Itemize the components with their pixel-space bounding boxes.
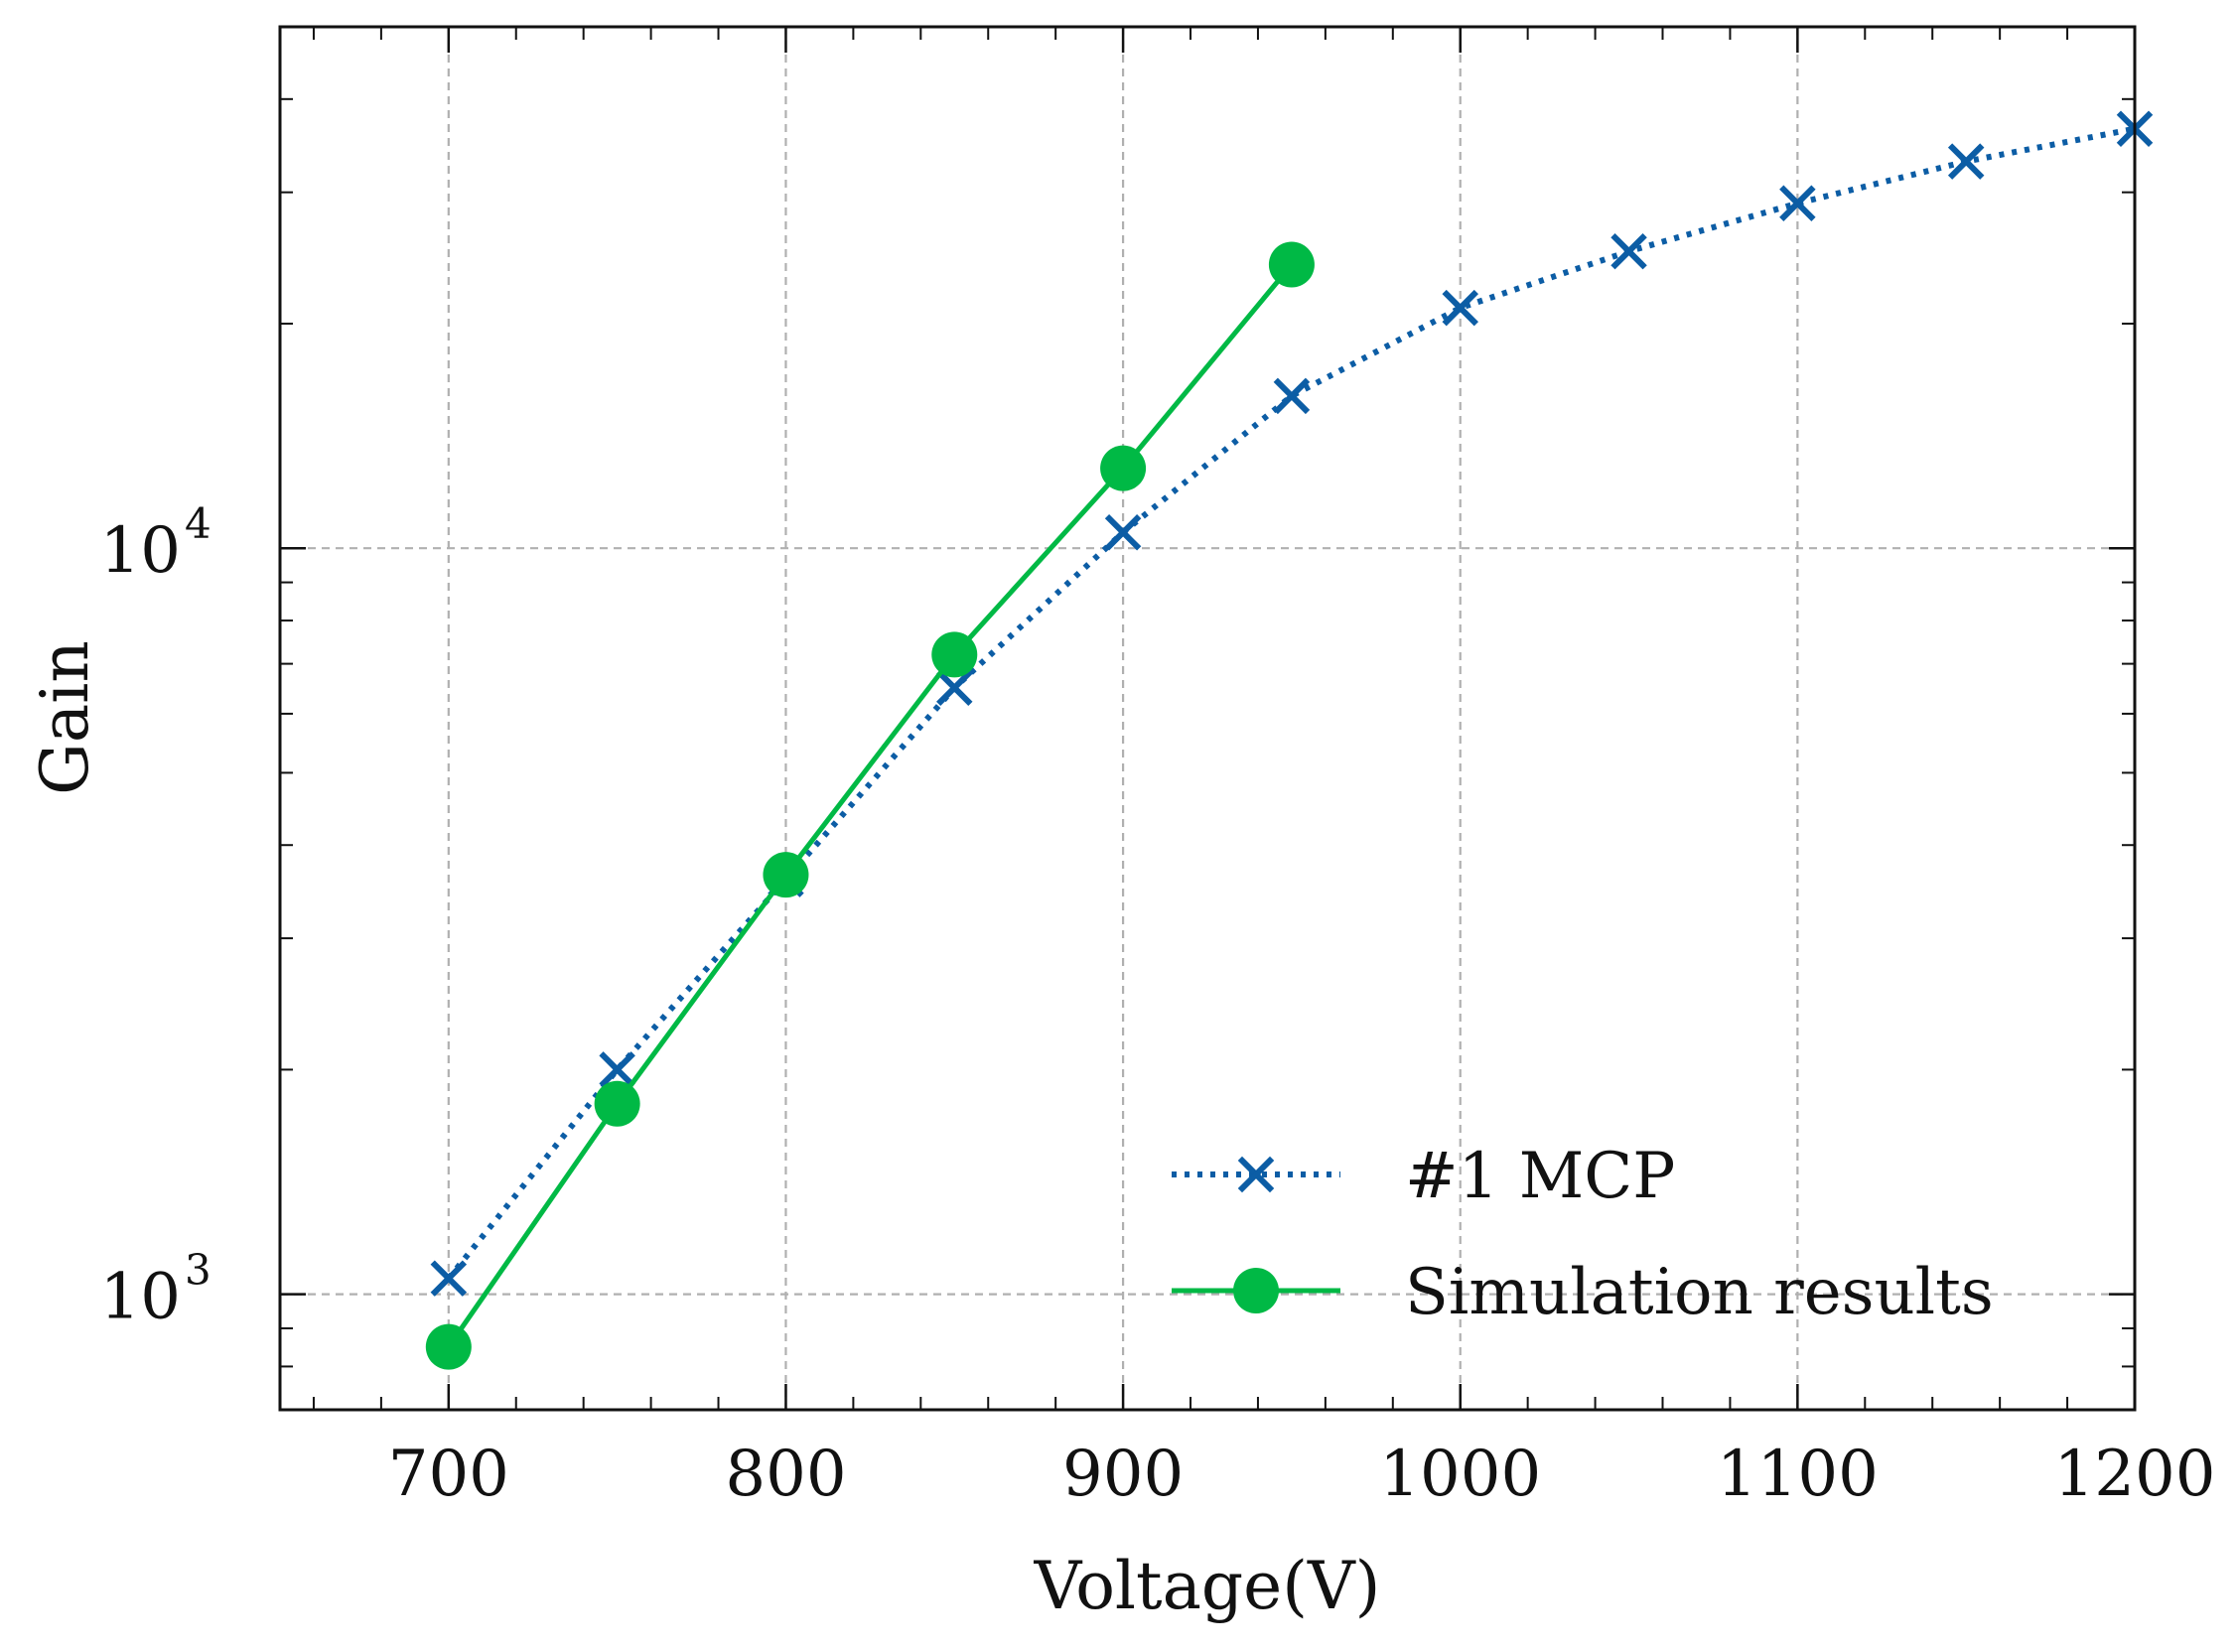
data-point-simulation <box>1268 241 1315 288</box>
data-point-mcp <box>599 1051 635 1088</box>
data-point-mcp <box>1442 289 1478 327</box>
x-marker-stroke <box>1104 514 1142 551</box>
legend-marker-mcp <box>1237 1156 1275 1193</box>
x-marker-stroke <box>936 669 973 707</box>
grid <box>280 27 2137 1410</box>
x-tick-label: 900 <box>1062 1438 1184 1511</box>
data-point-simulation <box>931 631 978 678</box>
y-tick-exponent: 4 <box>185 499 211 548</box>
y-tick-label: 10 <box>100 514 181 588</box>
x-tick-label: 700 <box>388 1438 509 1511</box>
data-point-mcp <box>1610 232 1647 270</box>
legend: #1 MCP Simulation results <box>1172 1140 1994 1329</box>
y-axis-label: Gain <box>27 640 103 795</box>
data-point-simulation <box>425 1323 472 1370</box>
y-tick-exponent: 3 <box>185 1246 211 1295</box>
x-marker-stroke <box>599 1051 635 1088</box>
data-point-simulation <box>763 852 809 898</box>
data-point-mcp <box>430 1260 468 1297</box>
x-tick-label: 1100 <box>1717 1438 1879 1511</box>
y-tick-label: 10 <box>100 1261 181 1334</box>
data-point-simulation <box>594 1080 640 1127</box>
legend-label-simulation: Simulation results <box>1405 1256 1994 1329</box>
data-point-simulation <box>1100 445 1147 491</box>
data-point-mcp <box>1947 143 1985 180</box>
plot-frame <box>278 25 2137 1412</box>
x-marker-stroke <box>1610 232 1647 270</box>
legend-marker-simulation <box>1233 1268 1279 1313</box>
x-marker-stroke <box>1947 143 1985 180</box>
legend-x-marker <box>1237 1156 1275 1193</box>
x-axis-label: Voltage(V) <box>1034 1548 1381 1624</box>
data-point-mcp <box>936 669 973 707</box>
x-tick-label: 800 <box>725 1438 846 1511</box>
x-tick-label: 1000 <box>1379 1438 1541 1511</box>
x-marker-stroke <box>1442 289 1478 327</box>
x-marker-stroke <box>430 1260 468 1297</box>
data-point-mcp <box>1104 514 1142 551</box>
legend-label-mcp: #1 MCP <box>1405 1140 1675 1213</box>
x-marker-stroke <box>1273 377 1311 415</box>
data-point-mcp <box>1779 185 1816 222</box>
x-marker-stroke <box>1779 185 1816 222</box>
data-point-mcp <box>1273 377 1311 415</box>
series-line-simulation <box>446 262 1294 1349</box>
ticks <box>280 26 2137 1411</box>
x-marker-stroke <box>1237 1156 1275 1193</box>
x-tick-label: 1200 <box>2054 1438 2216 1511</box>
